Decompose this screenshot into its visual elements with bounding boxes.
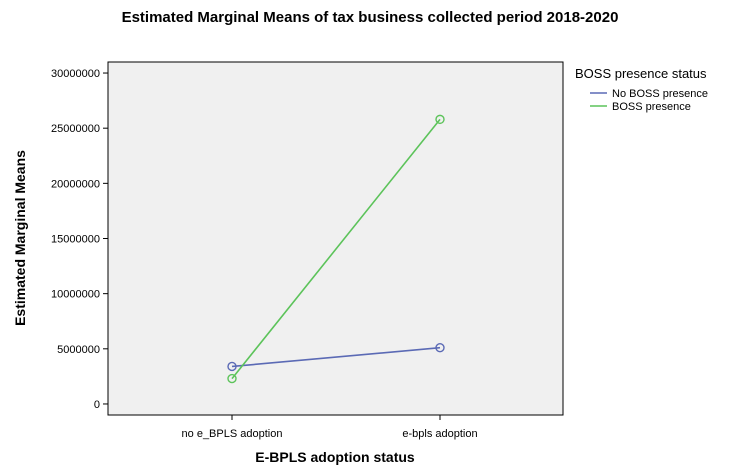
y-tick-label: 10000000 xyxy=(51,289,100,301)
chart-title: Estimated Marginal Means of tax business… xyxy=(122,9,619,26)
legend-title: BOSS presence status xyxy=(575,66,707,81)
series-2 xyxy=(227,114,445,384)
legend-item-label: No BOSS presence xyxy=(612,88,708,100)
y-axis-title: Estimated Marginal Means xyxy=(12,150,28,326)
series-line xyxy=(231,118,441,380)
data-point xyxy=(227,361,237,372)
data-point xyxy=(227,373,237,384)
y-tick-label: 30000000 xyxy=(51,68,100,80)
series-line xyxy=(231,346,441,368)
legend-item-label: BOSS presence xyxy=(612,101,691,113)
y-tick-label: 20000000 xyxy=(51,178,100,190)
y-axis: 0 5000000 10000000 15000000 20000000 25000000… xyxy=(51,68,108,411)
y-tick-label: 15000000 xyxy=(51,234,100,246)
data-point xyxy=(435,114,445,125)
x-tick-label: no e_BPLS adoption xyxy=(182,428,283,440)
series-layer xyxy=(227,114,445,384)
x-tick-label: e-bpls adoption xyxy=(402,428,477,440)
data-point xyxy=(435,343,445,353)
series-1 xyxy=(227,343,445,372)
plot-area xyxy=(107,61,564,416)
y-tick-label: 25000000 xyxy=(51,123,100,135)
y-tick-label: 5000000 xyxy=(57,344,100,356)
y-tick-label: 0 xyxy=(94,399,100,411)
legend: BOSS presence status No BOSS presenceBOS… xyxy=(575,66,708,113)
x-axis-title: E-BPLS adoption status xyxy=(255,449,415,465)
x-axis: no e_BPLS adoption e-bpls adoption xyxy=(182,415,478,440)
